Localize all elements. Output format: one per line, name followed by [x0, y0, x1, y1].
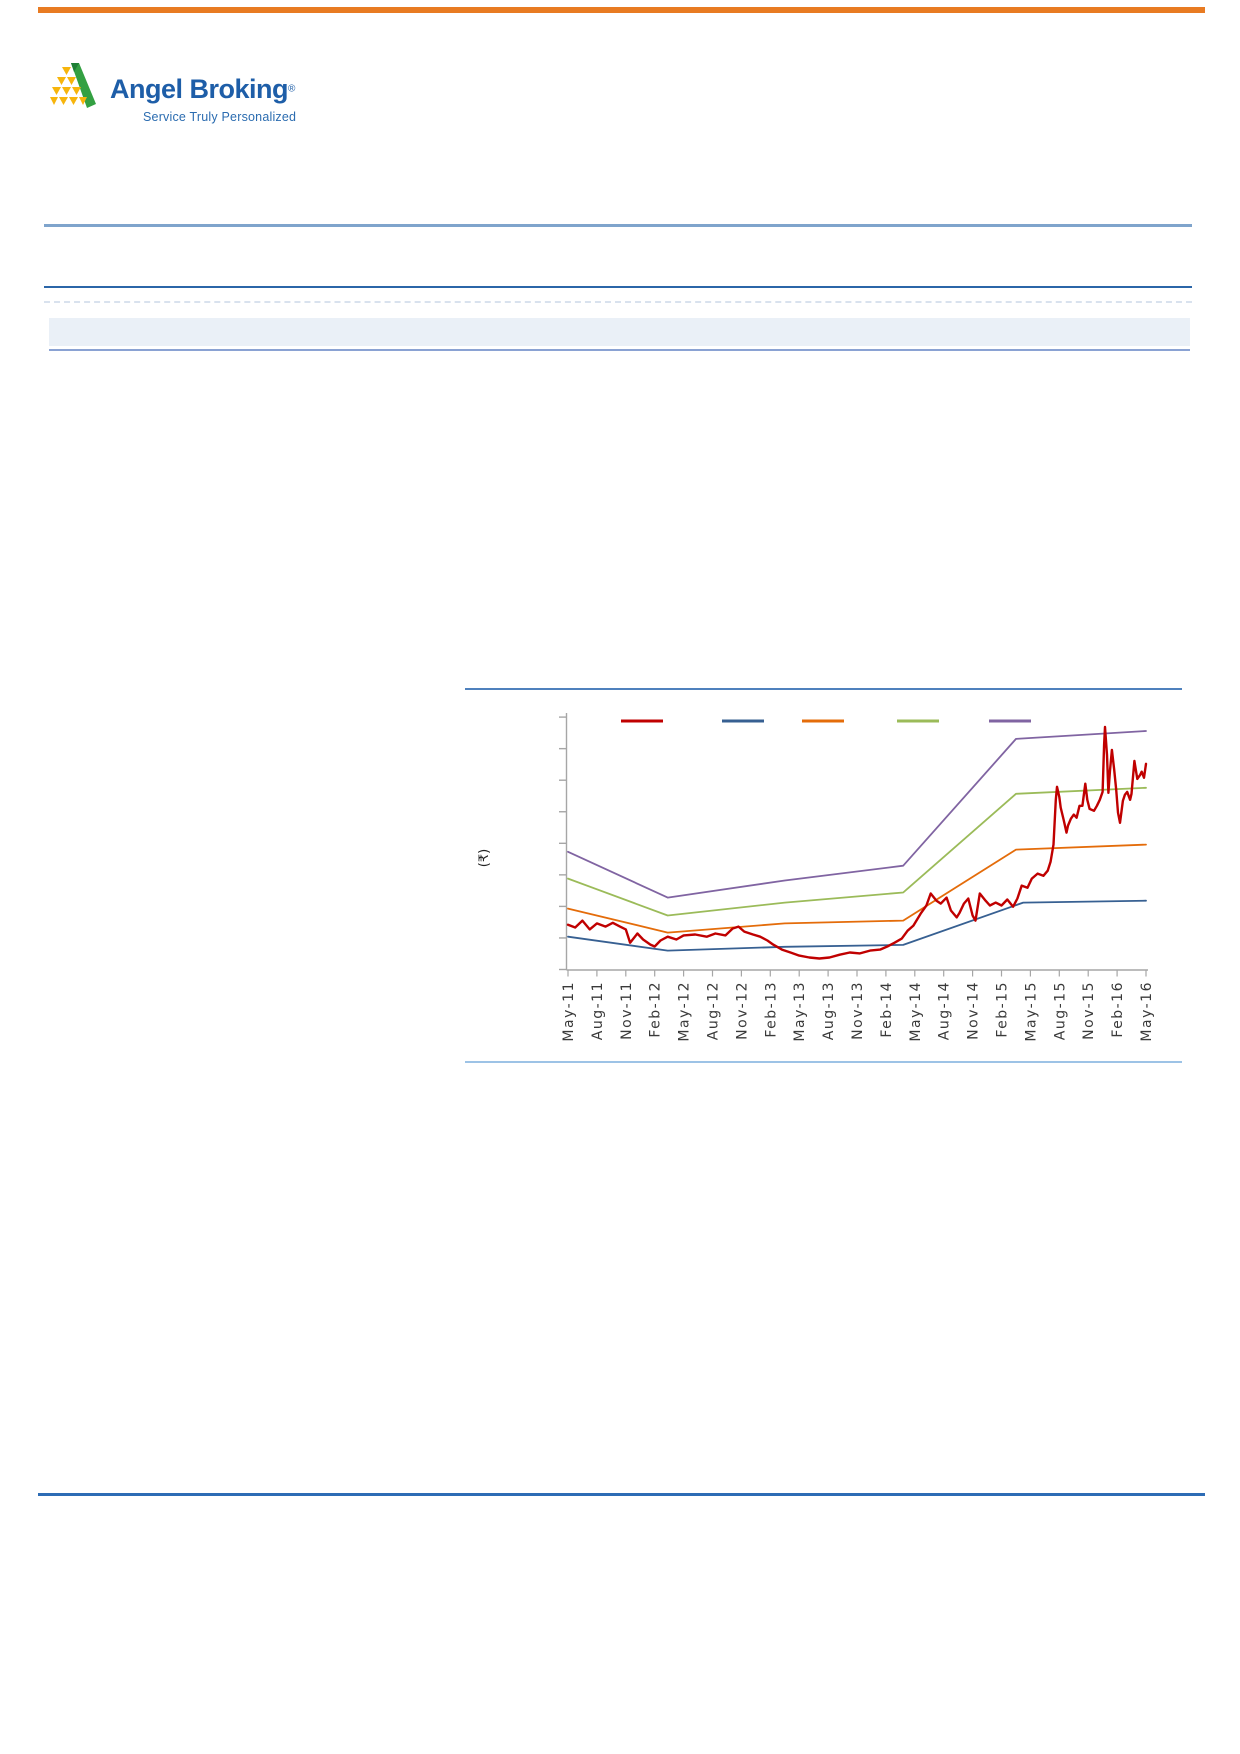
x-axis-label: Aug-12	[706, 981, 722, 1040]
series-band-upper-purple	[567, 730, 1147, 899]
header-rule-primary	[44, 224, 1192, 227]
top-accent-bar	[38, 7, 1205, 13]
series-price-red	[566, 725, 1148, 960]
table-header-band	[49, 318, 1190, 346]
chart-section-top-rule	[465, 688, 1182, 690]
x-axis-label: Nov-15	[1081, 981, 1097, 1040]
footer-rule	[38, 1493, 1205, 1496]
logo-gold-pyramid	[50, 67, 87, 105]
header-rule-secondary	[44, 286, 1192, 288]
x-axis-label: May-15	[1023, 981, 1039, 1042]
series-band-orange	[567, 843, 1147, 934]
brand-wordmark: Angel Broking	[110, 74, 289, 104]
brand-reg-mark: ®	[288, 83, 296, 95]
brand-tagline: Service Truly Personalized	[143, 110, 297, 124]
series-band-lower-blue	[567, 899, 1147, 952]
chart-section-bottom-rule	[465, 1061, 1182, 1063]
x-axis-label: Aug-14	[937, 981, 953, 1040]
x-axis-label: Feb-12	[648, 981, 664, 1038]
x-axis-label: Feb-16	[1110, 981, 1126, 1038]
x-axis-label: Feb-13	[763, 981, 779, 1038]
y-axis-unit-label: (₹)	[477, 849, 492, 867]
logo-green-ribbon	[71, 63, 96, 108]
band-underline	[49, 349, 1190, 351]
x-axis-label: Aug-13	[821, 981, 837, 1040]
x-axis-label: May-16	[1139, 981, 1155, 1042]
x-axis-label: May-12	[677, 981, 693, 1042]
x-axis-label: Nov-14	[966, 981, 982, 1040]
pe-band-chart: May-11 Aug-11 Nov-11 Feb-12 May-12 Aug-12 Nov-…	[477, 713, 1155, 1042]
x-axis-label: Feb-15	[995, 981, 1011, 1038]
logo-mark-icon	[50, 63, 96, 108]
angel-broking-logo: Angel Broking® Service Truly Personalize…	[50, 60, 310, 130]
x-axis-label: Aug-11	[590, 981, 606, 1040]
x-axis-label: Nov-11	[619, 981, 635, 1040]
logo-green-fold	[71, 63, 79, 72]
x-axis-label: May-13	[792, 981, 808, 1042]
series-band-green	[567, 786, 1147, 917]
x-axis-label: May-11	[561, 981, 577, 1042]
x-axis-label: May-14	[908, 981, 924, 1042]
x-axis-label: Nov-13	[850, 981, 866, 1040]
x-axis-label: Feb-14	[879, 981, 895, 1038]
x-axis-label: Nov-12	[734, 981, 750, 1040]
x-axis-label: Aug-15	[1052, 981, 1068, 1040]
header-dashed-rule	[44, 301, 1192, 303]
